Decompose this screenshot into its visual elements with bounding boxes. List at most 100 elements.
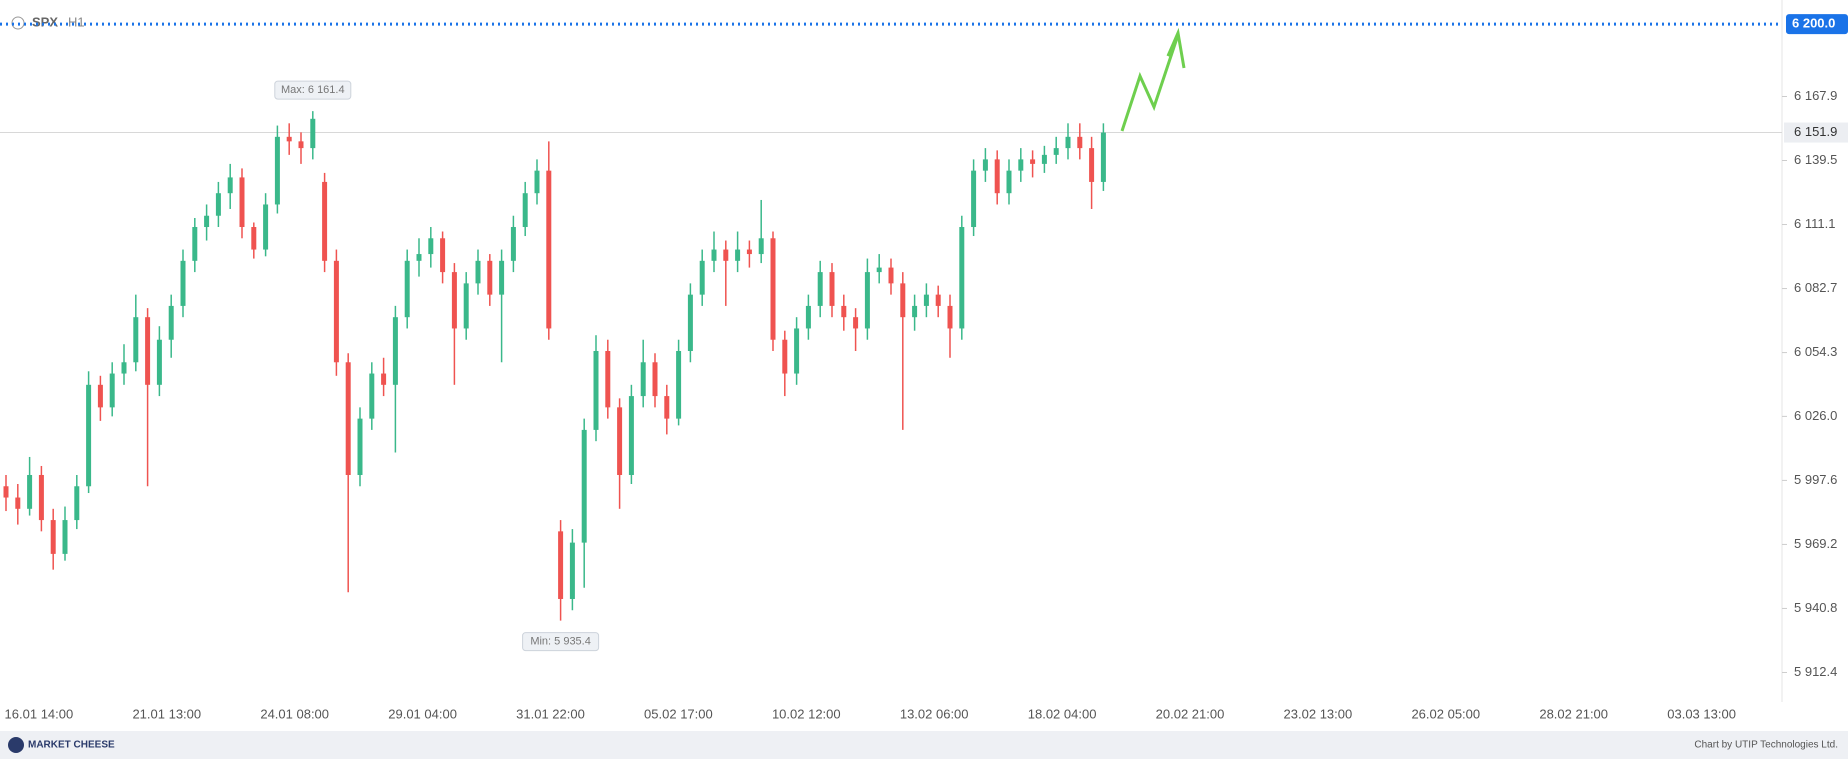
candle-body (109, 373, 115, 408)
candle-body (286, 136, 292, 142)
candle-body (227, 177, 233, 194)
arrow-head (1166, 27, 1186, 69)
candle-body (652, 362, 658, 397)
credit: Chart by UTIP Technologies Ltd. (1694, 740, 1838, 751)
y-tick-label: 6 111.1 (1794, 216, 1835, 231)
level-label: 6 200.0 (1792, 16, 1835, 31)
candle-body (27, 474, 33, 509)
candle-body (1053, 148, 1059, 155)
timeframe[interactable]: H1 (68, 14, 85, 29)
candle-body (215, 193, 221, 216)
candle-body (86, 384, 92, 487)
candle-body (864, 272, 870, 329)
y-tick-label: 6 082.7 (1794, 280, 1837, 295)
candle-body (121, 362, 127, 374)
candle-body (994, 159, 1000, 194)
candle-body (310, 118, 316, 149)
candle-body (168, 305, 174, 340)
candle-body (392, 317, 398, 385)
candle-body (628, 396, 634, 475)
candle-body (782, 339, 788, 374)
candle-body (699, 260, 705, 295)
candle-body (38, 474, 44, 521)
candle-body (1030, 159, 1036, 164)
candle-body (935, 294, 941, 306)
candle-body (794, 328, 800, 374)
candle-body (1100, 132, 1106, 182)
candle-body (959, 227, 965, 329)
min-label: Min: 5 935.4 (530, 636, 591, 648)
candle-body (534, 170, 540, 194)
candle-body (605, 351, 611, 408)
candle-body (298, 141, 304, 149)
x-tick-label: 31.01 22:00 (516, 706, 585, 721)
max-box (274, 80, 352, 100)
candle-body (1018, 159, 1024, 171)
candle-body (947, 305, 953, 329)
candle-body (982, 159, 988, 171)
candle-body (416, 254, 422, 261)
candle-body (735, 249, 741, 261)
candle-body (345, 362, 351, 475)
candle-body (1006, 170, 1012, 194)
candle-body (463, 283, 469, 329)
candle-body (522, 193, 528, 228)
x-tick-label: 13.02 06:00 (900, 706, 969, 721)
candle-body (746, 249, 752, 255)
candle-body (239, 177, 245, 228)
x-tick-label: 16.01 14:00 (5, 706, 74, 721)
candle-body (971, 170, 977, 228)
candle-body (97, 384, 103, 408)
min-box (522, 632, 600, 652)
candle-body (569, 542, 575, 599)
y-tick-label: 5 969.2 (1794, 536, 1837, 551)
candle-body (817, 272, 823, 306)
candle-body (923, 294, 929, 306)
candle-body (664, 396, 670, 419)
x-tick-label: 29.01 04:00 (388, 706, 457, 721)
symbol[interactable]: SPX (32, 14, 58, 29)
y-tick-label: 5 940.8 (1794, 600, 1837, 615)
x-tick-label: 26.02 05:00 (1411, 706, 1480, 721)
x-tick-label: 20.02 21:00 (1156, 706, 1225, 721)
level-box (1786, 14, 1848, 35)
candle-body (1065, 136, 1071, 149)
candle-body (912, 305, 918, 318)
x-tick-label: 18.02 04:00 (1028, 706, 1097, 721)
x-tick-label: 05.02 17:00 (644, 706, 713, 721)
candle-body (546, 170, 552, 329)
y-tick-label: 6 026.0 (1794, 408, 1837, 423)
candle-body (805, 305, 811, 329)
candle-body (251, 227, 257, 250)
footer-bar (0, 731, 1848, 759)
candle-body (617, 407, 623, 475)
y-tick-label: 5 997.6 (1794, 472, 1837, 487)
candle-body (50, 520, 56, 554)
candle-body (180, 260, 186, 306)
candle-body (841, 305, 847, 318)
candle-body (381, 373, 387, 385)
candle-body (711, 249, 717, 261)
candle-body (640, 362, 646, 397)
candle-body (74, 486, 80, 521)
candle-body (369, 373, 375, 419)
candle-body (758, 238, 764, 255)
candle-body (829, 272, 835, 306)
x-tick-label: 28.02 21:00 (1539, 706, 1608, 721)
candle-body (687, 294, 693, 351)
candle-body (156, 339, 162, 385)
last-price-label: 6 151.9 (1794, 124, 1837, 139)
candle-body (62, 520, 68, 554)
candle-body (1089, 148, 1095, 182)
candle-body (900, 283, 906, 318)
candle-body (440, 238, 446, 273)
logo-icon (8, 737, 24, 753)
candle-body (853, 317, 859, 329)
y-tick-label: 6 167.9 (1794, 88, 1837, 103)
candle-body (876, 267, 882, 273)
candle-body (593, 351, 599, 430)
max-label: Max: 6 161.4 (281, 84, 345, 96)
candle-body (333, 260, 339, 363)
candle-body (558, 531, 564, 599)
